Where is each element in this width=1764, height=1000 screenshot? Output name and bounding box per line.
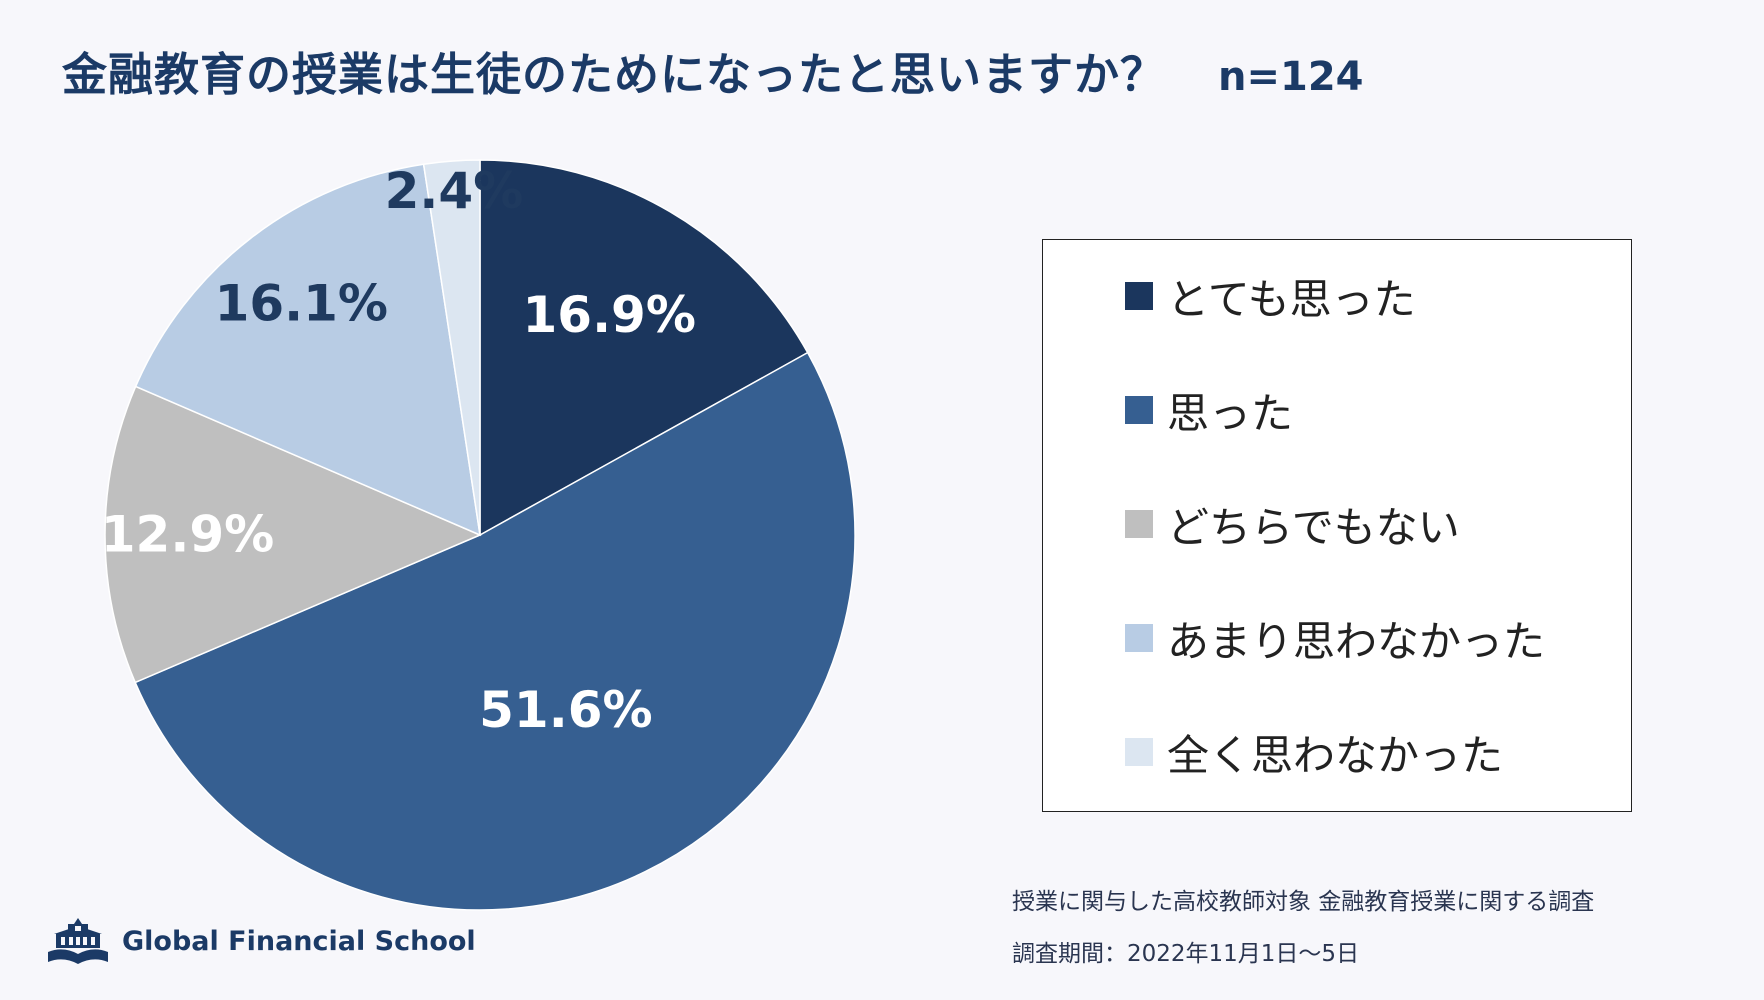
legend-label: どちらでもない [1167, 502, 1460, 552]
pie-data-label: 2.4% [385, 162, 524, 220]
legend-item: とても思った [1125, 266, 1416, 326]
chart-title: 金融教育の授業は生徒のためになったと思いますか？ [62, 48, 1167, 101]
legend-item: どちらでもない [1125, 494, 1460, 554]
pie-data-label: 16.9% [522, 286, 695, 344]
pie-data-label: 51.6% [479, 681, 652, 739]
survey-period: 調査期間：2022年11月1日〜5日 [1012, 941, 1360, 967]
pie-slices [104, 159, 856, 911]
pie-data-label: 16.1% [215, 274, 388, 332]
pie-labels: 16.9% 51.6% 12.9% 16.1% 2.4% [101, 162, 696, 739]
legend-item: あまり思わなかった [1125, 608, 1545, 668]
legend-label: 思った [1167, 388, 1294, 438]
legend-swatch [1125, 282, 1153, 310]
pie-slice [134, 163, 481, 537]
pie-slice [422, 159, 481, 536]
title-row: 金融教育の授業は生徒のためになったと思いますか？ n=124 [62, 38, 1364, 103]
logo-text: Global Financial School [122, 925, 476, 957]
legend-label: あまり思わなかった [1167, 616, 1546, 666]
pie-slice [134, 351, 856, 911]
survey-description: 授業に関与した高校教師対象 金融教育授業に関する調査 [1012, 889, 1595, 915]
legend-swatch [1125, 624, 1153, 652]
pie-data-label: 12.9% [101, 506, 274, 564]
pie-slice [104, 385, 482, 684]
legend-item: 思った [1125, 380, 1293, 440]
legend-swatch [1125, 396, 1153, 424]
school-building-book-icon [48, 918, 108, 964]
legend-label: 全く思わなかった [1167, 730, 1504, 780]
sample-size: n=124 [1218, 54, 1364, 100]
chart-legend: とても思った 思った どちらでもない あまり思わなかった 全く思わなかった [1042, 239, 1632, 812]
logo: Global Financial School [46, 916, 476, 966]
legend-swatch [1125, 510, 1153, 538]
pie-slice [479, 159, 809, 537]
legend-label: とても思った [1167, 274, 1416, 324]
legend-item: 全く思わなかった [1125, 722, 1503, 782]
legend-swatch [1125, 738, 1153, 766]
